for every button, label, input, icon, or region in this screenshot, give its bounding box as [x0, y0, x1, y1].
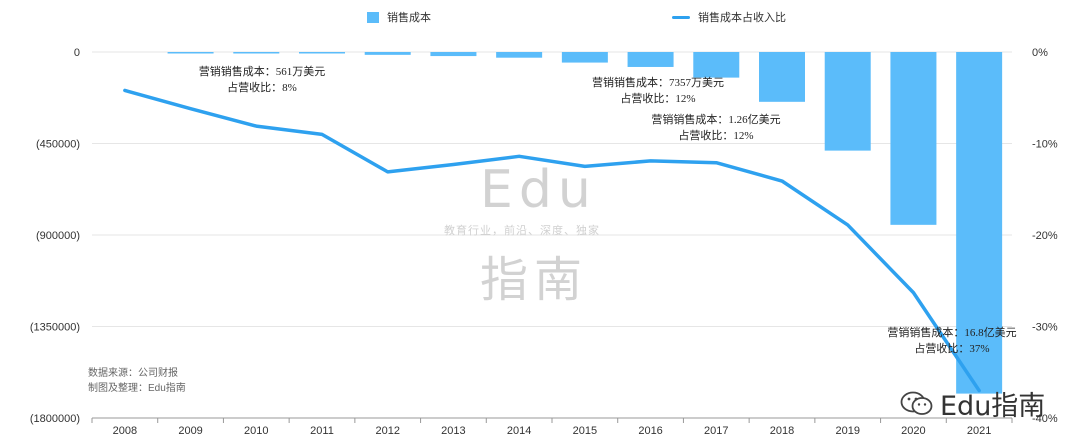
annotation-2017: 营销销售成本：1.26亿美元 占营收比：12% [636, 112, 796, 144]
legend-line-swatch [672, 15, 690, 19]
watermark-tagline: 教育行业，前沿、深度、独家 [444, 225, 600, 237]
bar [233, 52, 280, 54]
bar [759, 52, 805, 102]
right-tick-label: -40% [1032, 413, 1058, 425]
x-tick-label: 2014 [507, 425, 531, 437]
bar [364, 52, 411, 55]
annotation-line: 占营收比：12% [620, 93, 696, 105]
x-tick-label: 2019 [835, 425, 859, 437]
x-tick-label: 2016 [638, 425, 662, 437]
x-tick-label: 2020 [901, 425, 925, 437]
annotation-line: 营销销售成本：7357万美元 [592, 77, 724, 89]
bar [561, 52, 608, 63]
annotation-2010: 营销销售成本：561万美元 占营收比：8% [182, 64, 342, 96]
bar [430, 52, 477, 57]
brand-text: Edu指南 [940, 391, 1046, 422]
x-tick-label: 2015 [573, 425, 597, 437]
brand: Edu指南 [900, 384, 1045, 423]
left-tick-label: (1800000) [30, 413, 80, 425]
x-tick-label: 2010 [244, 425, 268, 437]
legend-bar: 销售成本 [367, 9, 431, 25]
bar [693, 52, 740, 78]
annotation-line: 营销销售成本：561万美元 [198, 66, 326, 78]
left-tick-label: (450000) [36, 139, 80, 151]
right-tick-label: -30% [1032, 322, 1058, 334]
legend-bar-swatch [367, 11, 379, 23]
bars [167, 52, 1003, 394]
axes: 0 (450000) (900000) (1350000) (1800000) 0% -10… [30, 47, 1058, 437]
legend-bar-label: 销售成本 [387, 12, 431, 24]
annotation-2021: 营销销售成本：16.8亿美元 占营收比：37% [872, 325, 1032, 357]
bar [299, 52, 345, 54]
legend-line-label: 销售成本占收入比 [698, 12, 786, 24]
wechat-icon [900, 391, 933, 415]
bar [167, 52, 214, 54]
bar [496, 52, 543, 58]
x-tick-label: 2009 [178, 425, 202, 437]
annotation-line: 营销销售成本：1.26亿美元 [651, 114, 781, 126]
right-tick-label: -20% [1032, 230, 1058, 242]
watermark-latin: Edu [480, 160, 597, 220]
annotation-line: 占营收比：8% [227, 82, 297, 94]
x-tick-label: 2021 [967, 425, 991, 437]
left-tick-label: (1350000) [30, 322, 80, 334]
x-tick-label: 2011 [310, 425, 334, 437]
right-tick-label: 0% [1032, 47, 1048, 59]
left-tick-label: 0 [74, 47, 80, 59]
bar [956, 52, 1003, 394]
line-series [123, 88, 981, 393]
annotation-line: 营销销售成本：16.8亿美元 [887, 327, 1017, 339]
x-tick-label: 2012 [375, 425, 399, 437]
left-tick-label: (900000) [36, 230, 80, 242]
source-line: 数据来源：公司财报 [88, 368, 178, 379]
x-tick-label: 2017 [704, 425, 728, 437]
x-tick-label: 2008 [113, 425, 137, 437]
annotation-2016: 营销销售成本：7357万美元 占营收比：12% [578, 75, 738, 107]
right-tick-label: -10% [1032, 139, 1058, 151]
ratio-line [123, 88, 981, 393]
watermark-han: 指南 [480, 252, 589, 308]
bar [890, 52, 937, 225]
annotation-line: 占营收比：12% [678, 130, 754, 142]
bar [824, 52, 871, 151]
legend-line: 销售成本占收入比 [672, 9, 786, 25]
annotation-line: 占营收比：37% [914, 343, 990, 355]
bar [627, 52, 674, 67]
x-tick-label: 2018 [770, 425, 794, 437]
credit-line: 制图及整理：Edu指南 [88, 383, 186, 394]
source-note: 数据来源：公司财报 制图及整理：Edu指南 [88, 366, 186, 396]
x-tick-label: 2013 [441, 425, 465, 437]
